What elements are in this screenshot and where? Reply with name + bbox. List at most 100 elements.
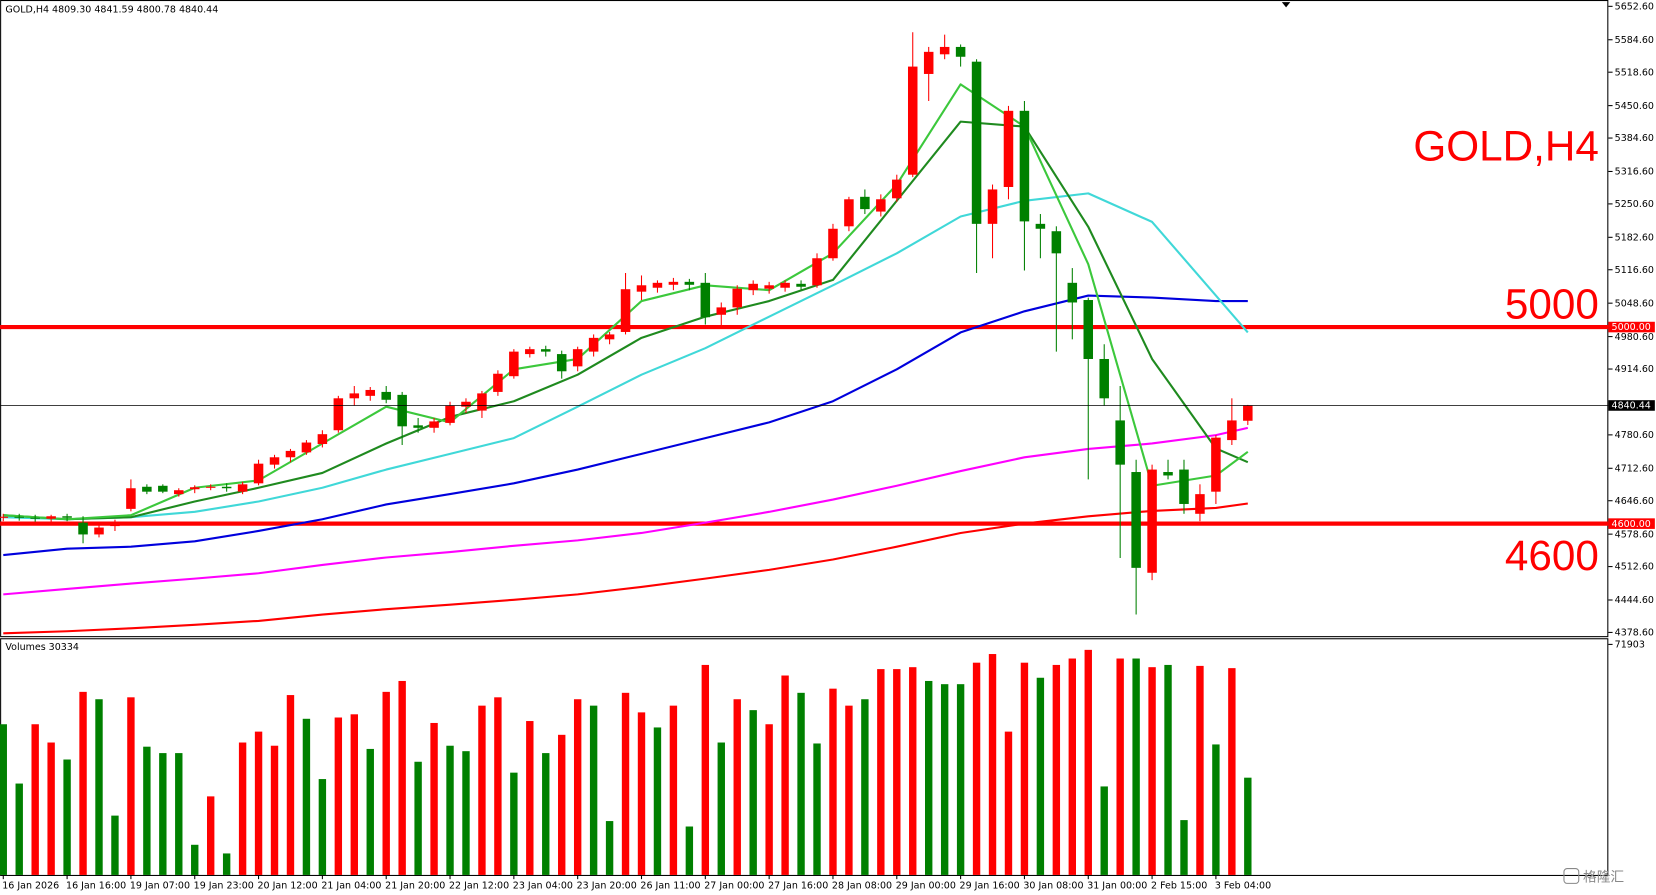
candle-body — [78, 522, 88, 535]
volume-bar — [446, 745, 454, 875]
y-tick-label: 5116.60 — [1615, 265, 1654, 276]
candle-body — [126, 488, 136, 509]
candle-body — [668, 281, 679, 285]
candle-body — [349, 393, 360, 399]
x-tick-label: 28 Jan 08:00 — [832, 881, 892, 892]
candle-body — [604, 334, 615, 340]
x-tick-label: 30 Jan 08:00 — [1023, 881, 1083, 892]
x-tick-label: 31 Jan 00:00 — [1087, 881, 1147, 892]
volume-bar — [478, 705, 486, 875]
candle-body — [812, 258, 822, 286]
candle-body — [828, 228, 838, 259]
candle-body — [1099, 358, 1109, 399]
volume-bar — [1212, 744, 1220, 875]
price-panel — [0, 0, 1609, 638]
candle-body — [142, 486, 152, 492]
volume-bar — [988, 654, 997, 875]
volume-bar — [1004, 731, 1013, 875]
volume-bar — [47, 742, 55, 875]
volume-bar — [175, 753, 183, 875]
volume-bar — [1068, 658, 1077, 875]
ma-line — [3, 426, 1249, 596]
candle-body — [285, 450, 296, 458]
volume-bar — [1228, 668, 1236, 875]
chart-title: GOLD,H4 — [1413, 123, 1598, 170]
volume-bar — [669, 705, 678, 875]
candle-body — [62, 516, 72, 518]
volume-bar — [605, 821, 614, 875]
volume-bar — [781, 675, 789, 875]
candle-body — [1067, 282, 1078, 303]
x-tick-label: 29 Jan 00:00 — [896, 881, 956, 892]
volume-bar — [797, 692, 805, 875]
y-tick-label: 4780.60 — [1615, 430, 1654, 441]
volume-bar — [238, 742, 247, 875]
y-tick-label: 5048.60 — [1615, 298, 1654, 309]
candle-body — [221, 486, 232, 489]
candle-body — [1083, 300, 1094, 359]
volume-bar — [254, 731, 263, 875]
volume-bar — [621, 692, 630, 875]
candle-body — [907, 66, 918, 175]
x-tick-label: 22 Jan 12:00 — [449, 881, 509, 892]
volume-tick-label: 71903 — [1615, 640, 1645, 651]
y-tick-label: 4646.60 — [1615, 496, 1654, 507]
volume-bar — [573, 699, 582, 875]
volume-bar — [701, 664, 710, 875]
candle-body — [30, 517, 40, 519]
candle-body — [971, 61, 982, 224]
candle-body — [365, 389, 376, 396]
x-tick-label: 23 Jan 20:00 — [577, 881, 637, 892]
volume-bar — [526, 721, 534, 875]
volume-bar — [286, 695, 295, 875]
x-tick-label: 19 Jan 07:00 — [130, 881, 190, 892]
volume-bar — [318, 779, 327, 875]
y-tick-label: 5518.60 — [1615, 67, 1654, 78]
candle-body — [1179, 469, 1189, 504]
ma-line — [3, 294, 1248, 557]
level-axis-label: 5000.00 — [1612, 322, 1651, 333]
last-price-label: 4840.44 — [1612, 401, 1651, 412]
volume-bar — [1148, 667, 1156, 875]
watermark: 格隆汇 — [1563, 868, 1624, 885]
y-tick-label: 4444.60 — [1615, 595, 1654, 606]
volume-bar — [1084, 649, 1092, 875]
shift-marker — [1281, 2, 1291, 8]
candle-body — [876, 199, 886, 212]
volume-bar — [940, 684, 949, 875]
volume-title: Volumes 30334 — [5, 642, 79, 653]
candle-body — [1163, 472, 1173, 476]
candle-body — [94, 527, 104, 535]
volume-bar — [95, 699, 103, 875]
candle-body — [413, 425, 423, 428]
candle-body — [461, 401, 471, 407]
candle-body — [716, 307, 727, 315]
candle-body — [493, 373, 503, 392]
volume-bar — [956, 684, 965, 875]
candle-body — [205, 486, 216, 488]
candle-body — [477, 393, 487, 411]
volume-bar — [143, 746, 151, 875]
volume-bar — [382, 691, 390, 875]
volume-bar — [159, 753, 167, 875]
volume-bar — [0, 724, 7, 875]
volume-bar — [972, 662, 981, 875]
candle-body — [572, 349, 583, 367]
candle-body — [429, 421, 439, 428]
level-axis-box — [1608, 321, 1655, 333]
candle-body — [174, 490, 184, 495]
x-tick-label: 27 Jan 00:00 — [704, 881, 764, 892]
volume-bar — [398, 680, 406, 875]
y-tick-label: 5182.60 — [1615, 232, 1654, 243]
watermark-text: 格隆汇 — [1583, 869, 1624, 885]
last-price-box — [1608, 400, 1655, 411]
candle-body — [892, 179, 902, 199]
volume-bar — [829, 688, 837, 875]
volume-bar — [765, 724, 773, 875]
volume-bar — [15, 783, 23, 875]
candle-body — [748, 283, 758, 291]
volume-bar — [1116, 658, 1124, 875]
candle-body — [0, 516, 9, 518]
volume-bar — [653, 727, 662, 875]
